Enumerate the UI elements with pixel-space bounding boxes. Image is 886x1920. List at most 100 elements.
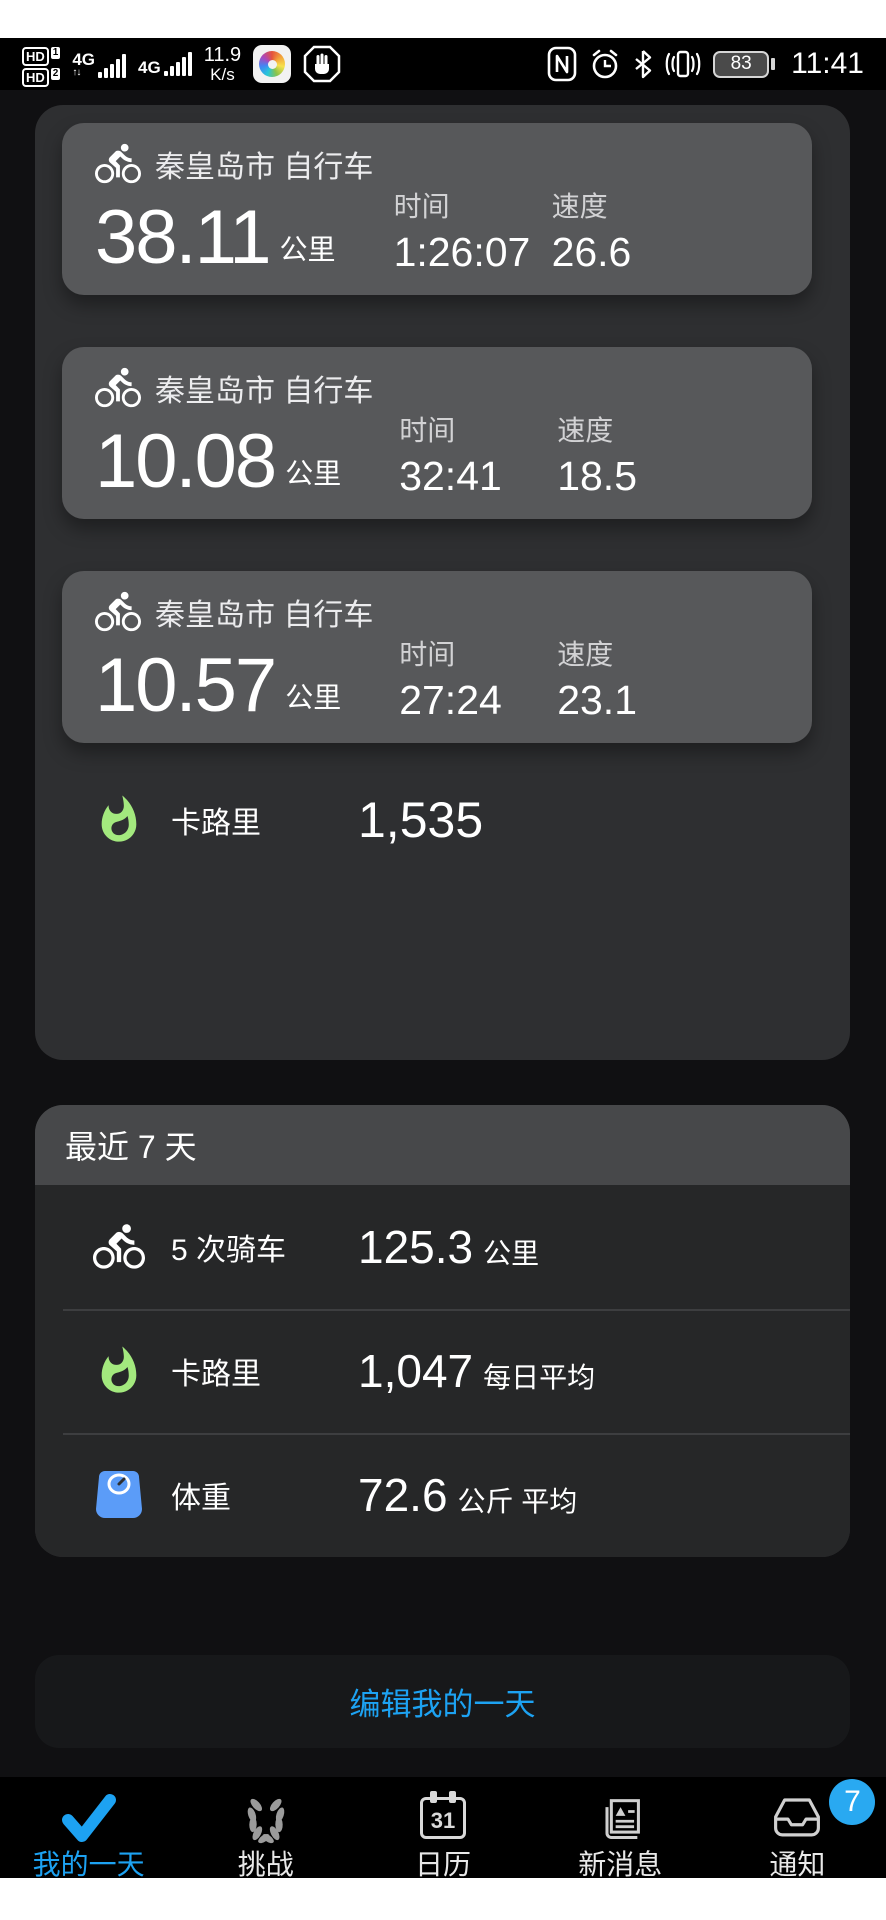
ride-title: 秦皇岛市 自行车: [155, 599, 374, 632]
ride-speed-value: 18.5: [557, 453, 638, 500]
ride-speed-value: 26.6: [551, 229, 632, 276]
ride-speed-label: 速度: [551, 191, 608, 222]
tab-notifications-label: 通知: [769, 1849, 826, 1879]
nfc-icon: [547, 46, 577, 82]
tab-calendar[interactable]: 31 日历: [354, 1777, 531, 1878]
flame-icon: [101, 1346, 137, 1393]
battery-icon: 83: [713, 50, 776, 78]
bicycle-icon: [95, 591, 141, 632]
bluetooth-icon: [635, 50, 652, 79]
hd2-label: HD: [22, 68, 49, 87]
hand-octagon-icon: [303, 45, 341, 83]
weight-value: 72.6: [358, 1469, 448, 1521]
signal-bars-icon: [163, 52, 192, 76]
ride-speed-value: 23.1: [557, 677, 638, 724]
sim2-signal: 4G: [138, 52, 192, 76]
hd2-icon: HD 2: [22, 68, 61, 87]
status-bar-right: 83 11:41: [547, 46, 864, 82]
ride-time-label: 时间: [399, 639, 456, 670]
tab-my-day-label: 我的一天: [32, 1849, 145, 1879]
calories-value: 1,535: [358, 792, 484, 848]
data-activity-arrows-icon: ↑↓: [72, 66, 81, 78]
ride-title: 秦皇岛市 自行车: [155, 375, 374, 408]
ride-card-2[interactable]: 秦皇岛市 自行车 10.08 公里 时间 32:41 速度 18.5: [62, 347, 812, 519]
photos-app-icon: [253, 45, 292, 83]
bicycle-icon: [95, 367, 141, 408]
ride-distance-unit: 公里: [285, 458, 342, 490]
ride-speed-label: 速度: [557, 415, 614, 446]
ride-time-value: 32:41: [399, 453, 502, 500]
main-content: 秦皇岛市 自行车 38.11 公里 时间 1:26:07 速度 26.6: [0, 105, 886, 1777]
ride-speed-label: 速度: [557, 639, 614, 670]
network-speed: 11.9 K/s: [203, 43, 242, 84]
sim1-network-label: 4G: [72, 49, 96, 69]
sim1-signal: 4G ↑↓: [72, 49, 127, 78]
calories-label: 卡路里: [171, 1358, 261, 1391]
hd-indicators: HD 1 HD 2: [22, 47, 61, 87]
ride-distance: 10.08: [95, 419, 277, 505]
calendar-icon: 31: [420, 1791, 466, 1839]
check-icon: [61, 1794, 116, 1842]
last-7-days-panel: 最近 7 天 5 次骑车 125.3 公里: [35, 1105, 850, 1557]
calories-row[interactable]: 卡路里 1,535: [35, 789, 850, 851]
ride-distance-unit: 公里: [279, 234, 336, 266]
ride-title: 秦皇岛市 自行车: [155, 151, 374, 184]
tab-notifications[interactable]: 通知 7: [709, 1777, 886, 1878]
last-7-days-header: 最近 7 天: [35, 1105, 850, 1185]
weight-unit: 公斤 平均: [457, 1486, 578, 1517]
edit-my-day-button[interactable]: 编辑我的一天: [35, 1655, 850, 1748]
laurel-wreath-icon: [247, 1798, 285, 1844]
ride-time-value: 27:24: [399, 677, 502, 724]
tab-calendar-label: 日历: [415, 1849, 472, 1879]
calendar-day-number: 31: [430, 1808, 456, 1833]
tab-my-day[interactable]: 我的一天: [0, 1777, 177, 1878]
rides-count-label: 5 次骑车: [171, 1234, 287, 1267]
sim2-network-label: 4G: [138, 58, 161, 77]
ride-card-3[interactable]: 秦皇岛市 自行车 10.57 公里 时间 27:24 速度 23.1: [62, 571, 812, 743]
rides-distance-value: 125.3: [358, 1221, 474, 1273]
tab-challenges[interactable]: 挑战: [177, 1777, 354, 1878]
edit-my-day-label: 编辑我的一天: [349, 1687, 536, 1722]
calories-value: 1,047: [358, 1345, 474, 1397]
scale-icon: [96, 1471, 142, 1518]
today-summary-panel: 秦皇岛市 自行车 38.11 公里 时间 1:26:07 速度 26.6: [35, 105, 850, 1060]
weight-summary-row[interactable]: 体重 72.6 公斤 平均: [35, 1433, 850, 1557]
tab-news[interactable]: 新消息: [532, 1777, 709, 1878]
hd1-icon: HD 1: [22, 47, 61, 66]
notification-badge: 7: [829, 1779, 876, 1825]
news-icon: [605, 1799, 641, 1840]
tab-challenges-label: 挑战: [237, 1849, 294, 1879]
signal-bars-icon: [98, 53, 127, 78]
status-bar: HD 1 HD 2 4G ↑↓ 4G: [0, 38, 886, 90]
bottom-white-strip: [0, 1878, 886, 1920]
flame-icon: [101, 795, 137, 842]
vibrate-icon: [665, 50, 701, 78]
weight-label: 体重: [171, 1482, 231, 1515]
last-7-days-title: 最近 7 天: [65, 1129, 197, 1165]
ride-distance-unit: 公里: [285, 682, 342, 714]
calories-label: 卡路里: [171, 807, 261, 840]
rides-summary-row[interactable]: 5 次骑车 125.3 公里: [35, 1185, 850, 1309]
network-speed-unit: K/s: [210, 64, 235, 84]
ride-distance: 10.57: [95, 643, 277, 729]
ride-time-label: 时间: [399, 415, 456, 446]
phone-screen: HD 1 HD 2 4G ↑↓ 4G: [0, 38, 886, 1878]
hd1-sim-number: 1: [50, 47, 61, 59]
rides-distance-unit: 公里: [483, 1238, 540, 1269]
ride-card-1[interactable]: 秦皇岛市 自行车 38.11 公里 时间 1:26:07 速度 26.6: [62, 123, 812, 295]
ride-time-value: 1:26:07: [393, 229, 531, 276]
status-bar-left: HD 1 HD 2 4G ↑↓ 4G: [22, 41, 341, 87]
hd2-sim-number: 2: [50, 68, 61, 80]
bicycle-icon: [95, 143, 141, 184]
network-speed-value: 11.9: [203, 43, 242, 66]
ride-distance: 38.11: [95, 195, 272, 281]
calories-unit: 每日平均: [483, 1362, 596, 1393]
bicycle-icon: [93, 1224, 145, 1269]
hd1-label: HD: [22, 47, 49, 66]
alarm-clock-icon: [592, 49, 618, 79]
inbox-tray-icon: [774, 1798, 821, 1837]
tab-news-label: 新消息: [578, 1849, 663, 1879]
bottom-navigation: 我的一天: [0, 1777, 886, 1878]
calories-summary-row[interactable]: 卡路里 1,047 每日平均: [35, 1309, 850, 1433]
battery-percent: 83: [730, 53, 752, 74]
